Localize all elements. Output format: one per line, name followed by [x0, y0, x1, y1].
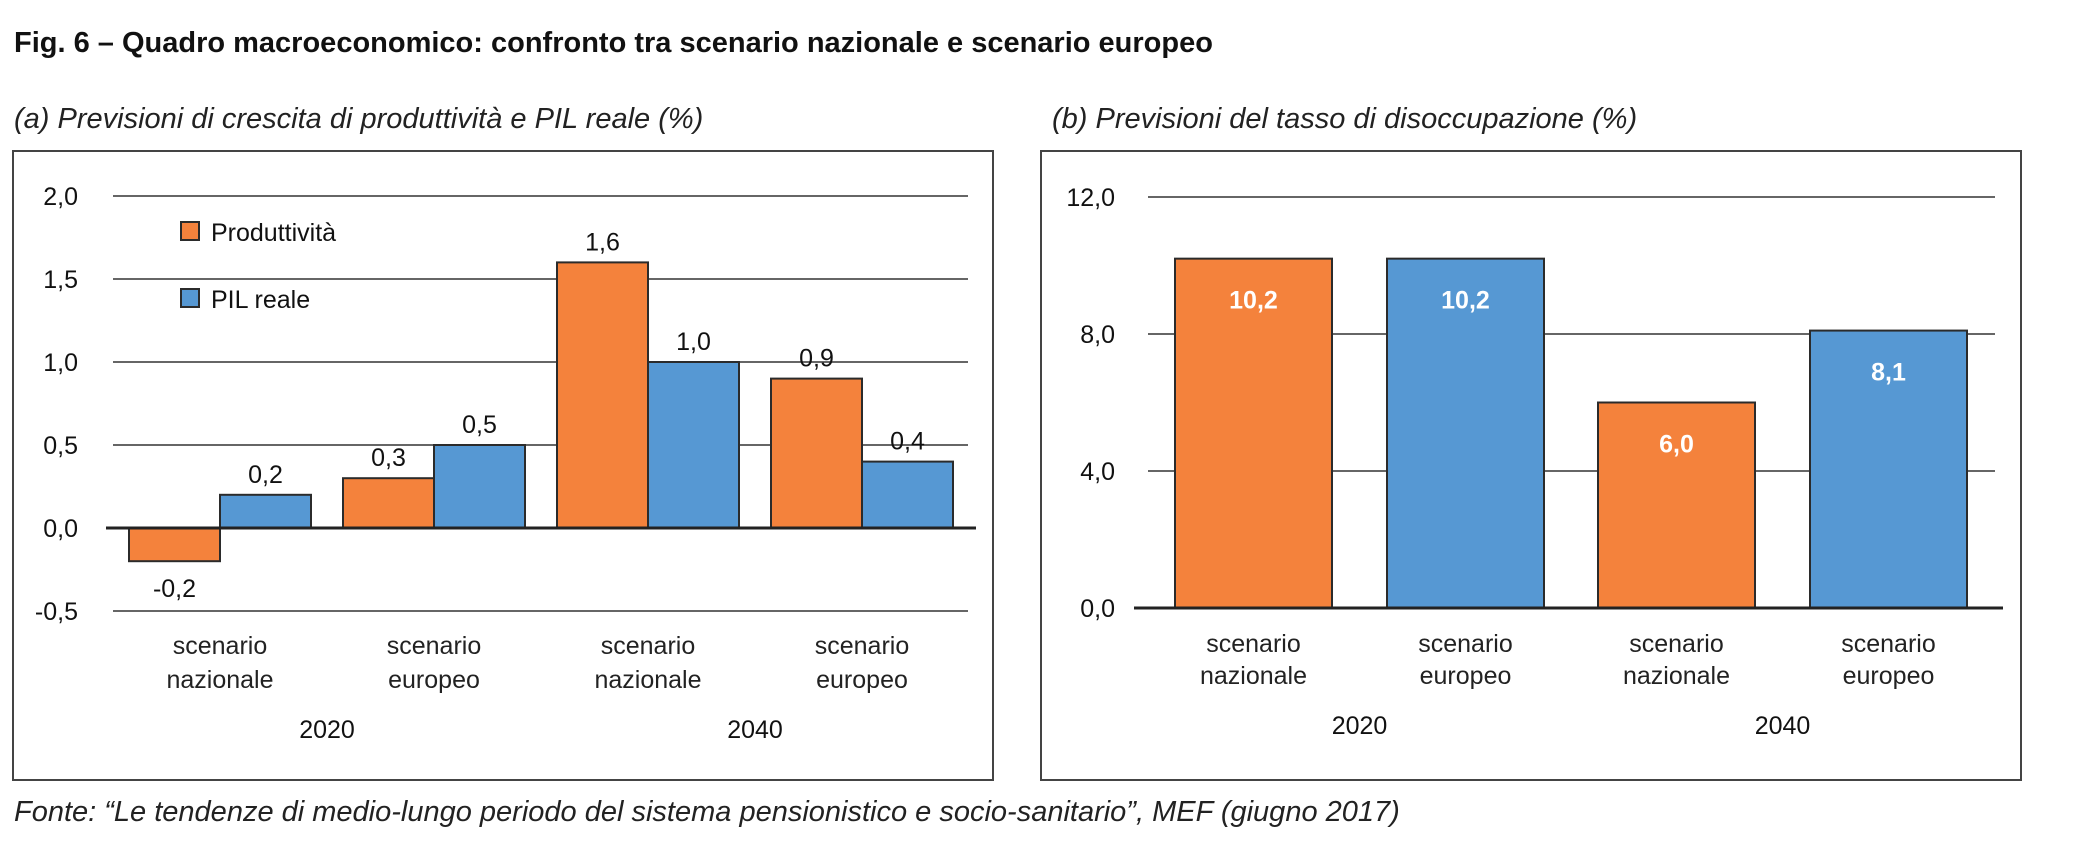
legend-label-produttivita: Produttività [211, 219, 336, 247]
y-tick-label: 12,0 [1066, 184, 1115, 212]
bar-europeo [1809, 329, 1968, 609]
chart-b-title: (b) Previsioni del tasso di disoccupazio… [1052, 103, 1637, 135]
chart-a-legend: Produttività PIL reale [180, 219, 336, 314]
legend-label-pil-reale: PIL reale [211, 286, 310, 314]
x-group-label: 2040 [727, 716, 783, 744]
bar-pil-reale [861, 460, 954, 530]
data-label: 0,9 [799, 345, 834, 373]
data-label: 0,4 [890, 428, 925, 456]
y-tick-label: 2,0 [43, 183, 78, 211]
y-tick-label: 4,0 [1080, 458, 1115, 486]
x-category-label: scenario [1629, 630, 1724, 658]
y-tick-label: 8,0 [1080, 321, 1115, 349]
x-category-label: scenario [601, 632, 696, 660]
x-category-label: scenario [387, 632, 482, 660]
y-tick-label: 1,5 [43, 266, 78, 294]
x-category-label: scenario [173, 632, 268, 660]
bar-produttivita [770, 377, 863, 529]
x-category-label: scenario [815, 632, 910, 660]
y-tick-label: 0,5 [43, 432, 78, 460]
x-group-label: 2020 [1332, 712, 1388, 740]
y-tick-label: 0,0 [43, 515, 78, 543]
figure-title: Fig. 6 – Quadro macroeconomico: confront… [14, 27, 1213, 59]
chart-b: 12,0 8,0 4,0 0,0 10,2 10,2 6,0 8,1 scenario nazio… [1066, 184, 2003, 740]
x-category-label: europeo [1420, 662, 1512, 690]
data-label: 8,1 [1871, 359, 1906, 387]
bar-pil-reale [647, 361, 740, 529]
chart-a-title: (a) Previsioni di crescita di produttivi… [14, 103, 703, 135]
bar-pil-reale [433, 444, 526, 529]
data-label: 1,0 [676, 328, 711, 356]
x-category-label: europeo [1843, 662, 1935, 690]
chart-a: 2,0 1,5 1,0 0,5 0,0 -0,5 -0,2 0,3 1,6 0,9 0,2 0,5 1,… [35, 183, 976, 744]
y-tick-label: 1,0 [43, 349, 78, 377]
x-category-label: nazionale [1623, 662, 1730, 690]
bar-nazionale [1597, 401, 1756, 609]
x-group-label: 2040 [1755, 712, 1811, 740]
data-label: 10,2 [1441, 287, 1490, 315]
y-tick-label: -0,5 [35, 598, 78, 626]
legend-swatch-pil-reale [180, 288, 200, 308]
legend-swatch-produttivita [180, 221, 200, 241]
bar-produttivita [342, 477, 435, 530]
bar-nazionale [1174, 257, 1333, 609]
x-category-label: scenario [1418, 630, 1513, 658]
data-label: 10,2 [1229, 287, 1278, 315]
data-label: 0,3 [371, 444, 406, 472]
x-category-label: europeo [816, 666, 908, 694]
x-category-label: scenario [1206, 630, 1301, 658]
bar-produttivita [128, 527, 221, 563]
x-category-label: scenario [1841, 630, 1936, 658]
x-category-label: nazionale [166, 666, 273, 694]
data-label: 0,5 [462, 411, 497, 439]
data-label: 6,0 [1659, 431, 1694, 459]
y-tick-label: 0,0 [1080, 595, 1115, 623]
data-label: 1,6 [585, 228, 620, 256]
x-category-label: nazionale [594, 666, 701, 694]
bar-produttivita [556, 261, 649, 529]
x-group-label: 2020 [299, 716, 355, 744]
data-label: -0,2 [153, 575, 196, 603]
bar-pil-reale [219, 493, 312, 529]
source-note: Fonte: “Le tendenze di medio-lungo perio… [14, 796, 1400, 828]
x-category-label: nazionale [1200, 662, 1307, 690]
x-category-label: europeo [388, 666, 480, 694]
data-label: 0,2 [248, 461, 283, 489]
